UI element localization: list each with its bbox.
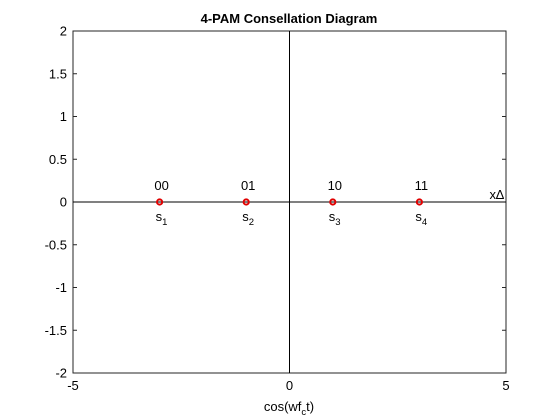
point-bits-label: 01 [241,178,255,193]
point-symbol-label: s4 [415,209,427,228]
point-symbol-label: s1 [156,209,168,228]
y-tick-label: -1.5 [45,323,67,338]
y-tick-label: 0 [60,195,67,210]
point-bits-label: 11 [415,178,429,193]
y-axis-ticks: 2 1.5 1 0.5 0 -0.5 -1 -1.5 -2 [45,24,506,381]
x-axis-label: cos(wfct) [264,399,314,418]
constellation-point [329,198,337,206]
x-axis-label-main: cos(wf [264,399,302,414]
x-axis-annotation: x∆ [490,187,505,202]
x-axis-ticks: -5 0 5 [67,31,510,393]
x-axis-label-subscript: c [301,407,306,418]
y-tick-label: -0.5 [45,237,67,252]
x-tick-label: -5 [67,378,79,393]
y-tick-label: 1 [60,109,67,124]
y-tick-label: -2 [55,366,67,381]
constellation-point [242,198,250,206]
y-tick-label: 0.5 [49,152,67,167]
x-tick-label: 5 [502,378,509,393]
point-bits-label: 10 [328,178,342,193]
constellation-points: 00 s1 01 s2 10 s3 11 s4 [154,178,428,228]
constellation-point [156,198,164,206]
point-symbol-label: s2 [242,209,254,228]
x-tick-label: 0 [286,378,293,393]
constellation-point [415,198,423,206]
origin-axes [73,31,506,373]
y-tick-label: 2 [60,24,67,39]
y-tick-label: -1 [55,280,67,295]
x-axis-label-tail: t) [306,399,314,414]
y-tick-label: 1.5 [49,66,67,81]
chart-title: 4-PAM Consellation Diagram [201,11,378,26]
point-bits-label: 00 [154,178,168,193]
point-symbol-label: s3 [329,209,341,228]
